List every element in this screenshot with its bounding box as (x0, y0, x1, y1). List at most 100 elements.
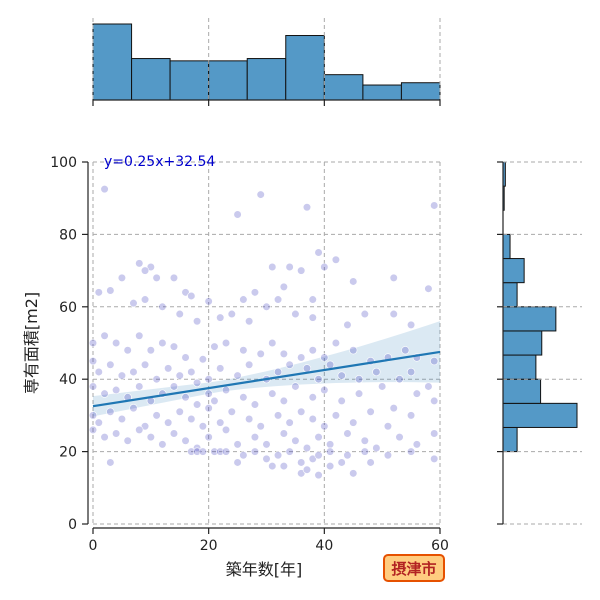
scatter-point (430, 396, 439, 406)
regression-equation: y=0.25x+32.54 (104, 154, 215, 170)
scatter-point (193, 317, 202, 326)
scatter-point (326, 447, 335, 456)
scatter-point (106, 286, 115, 295)
scatter-point (302, 465, 312, 474)
y-tick-label: 0 (68, 517, 77, 533)
scatter-point (216, 313, 225, 322)
scatter-point (279, 461, 288, 471)
y-tick-label: 80 (59, 227, 77, 243)
scatter-point (406, 367, 416, 377)
y-tick-label: 40 (59, 372, 77, 388)
scatter-point (314, 451, 323, 460)
scatter-point (308, 393, 317, 402)
scatter-point (262, 302, 271, 311)
scatter-point (227, 309, 236, 319)
scatter-point (169, 429, 179, 438)
scatter-point (250, 288, 260, 297)
scatter-point (158, 338, 167, 348)
scatter-point (354, 375, 364, 384)
city-badge-box (383, 554, 445, 582)
scatter-point (152, 273, 161, 282)
scatter-point (129, 299, 138, 308)
scatter-point (326, 440, 335, 449)
right-histogram (497, 161, 582, 525)
scatter-point (395, 433, 404, 442)
scatter-point (146, 346, 155, 355)
scatter-point (406, 320, 416, 330)
scatter-point (106, 407, 115, 416)
right-hist-bar (502, 282, 518, 308)
scatter-point (94, 288, 103, 297)
top-hist-bar (92, 23, 133, 101)
scatter-point (366, 407, 375, 416)
scatter-point (331, 338, 341, 348)
city-badge: 摂津市 (383, 554, 445, 582)
scatter-point (406, 411, 416, 420)
scatter-point (291, 436, 300, 445)
top-hist-bar (285, 35, 325, 101)
scatter-point (204, 389, 213, 398)
top-histogram (92, 18, 441, 106)
scatter-point (378, 382, 387, 391)
scatter-point (308, 295, 317, 304)
scatter-point (320, 262, 329, 272)
scatter-point (198, 422, 207, 431)
scatter-point (100, 331, 109, 340)
scatter-point (233, 440, 242, 449)
scatter-point (210, 342, 219, 351)
regression-line (92, 350, 441, 408)
scatter-point (314, 433, 323, 442)
right-hist-bar (502, 378, 542, 404)
scatter-point (245, 317, 254, 326)
scatter-point (326, 461, 335, 471)
scatter-point (401, 346, 410, 355)
scatter-point (297, 469, 306, 478)
scatter-point (117, 273, 127, 282)
main-grid (92, 161, 441, 525)
scatter-point (308, 454, 317, 463)
scatter-point (366, 458, 375, 467)
scatter-point (181, 288, 190, 297)
scatter-point (198, 447, 207, 456)
scatter-point (279, 349, 288, 358)
scatter-point (123, 436, 132, 445)
scatter-point (285, 360, 294, 369)
scatter-point (140, 360, 150, 369)
scatter-point (181, 393, 190, 402)
scatter-point (175, 371, 184, 380)
scatter-point (193, 447, 202, 456)
scatter-point (383, 422, 393, 431)
scatter-point (216, 418, 225, 427)
scatter-point (245, 414, 254, 424)
right-hist-bar (502, 354, 537, 380)
scatter-point (268, 338, 277, 348)
scatter-point (360, 436, 369, 445)
scatter-point (169, 273, 179, 282)
scatter-point (314, 471, 323, 480)
scatter-point (268, 389, 277, 398)
scatter-point (430, 201, 439, 210)
scatter-point (233, 210, 242, 219)
scatter-point (337, 458, 346, 467)
scatter-point (314, 248, 323, 257)
scatter-point (221, 447, 231, 456)
scatter-point (285, 447, 294, 456)
scatter-point (88, 425, 98, 434)
scatter-point (360, 309, 369, 319)
scatter-point (146, 262, 155, 272)
scatter-point (221, 338, 231, 348)
scatter-point (389, 309, 398, 319)
right-hist-bar (502, 233, 511, 260)
scatter-point (112, 385, 121, 395)
scatter-point (406, 447, 416, 456)
scatter-point (349, 346, 358, 355)
scatter-point (239, 393, 248, 402)
scatter-point (372, 367, 381, 377)
scatter-point (204, 297, 213, 306)
scatter-point (250, 447, 260, 456)
right-hist-bar (502, 306, 557, 332)
scatter-point (256, 422, 265, 431)
scatter-point (383, 451, 393, 460)
scatter-point (268, 461, 277, 471)
